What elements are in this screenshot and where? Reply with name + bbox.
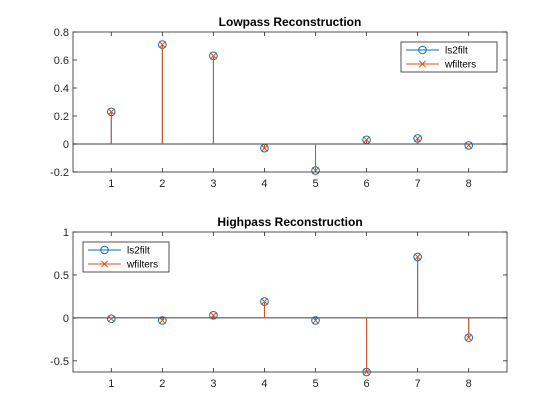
data-point-cross xyxy=(311,167,320,175)
x-tick-label: 8 xyxy=(466,378,472,390)
x-tick-label: 1 xyxy=(108,378,114,390)
legend-entry-label: wfilters xyxy=(126,260,158,271)
chart-1: Lowpass Reconstruction 1 2 3 4 5 6 7 8 -0.2 0 0.2 0.… xyxy=(50,15,508,190)
legend: ls2filt wfilters xyxy=(82,241,170,273)
data-point-cross xyxy=(363,368,371,376)
y-tick-label: -0.2 xyxy=(50,167,69,179)
data-point-cross xyxy=(414,134,422,142)
data-point-cross xyxy=(209,52,217,60)
data-point-cross xyxy=(260,298,269,306)
data-point-cross xyxy=(158,41,166,49)
data-point-cross xyxy=(363,136,371,144)
legend: ls2filt wfilters xyxy=(400,41,498,73)
x-tick-label: 3 xyxy=(210,378,216,390)
x-tick-label: 7 xyxy=(415,378,421,390)
y-tick-label: 0 xyxy=(63,313,69,325)
y-tick-label: 0.5 xyxy=(54,270,69,282)
x-tick-label: 6 xyxy=(364,178,370,190)
x-tick-label: 8 xyxy=(466,178,472,190)
x-tick-label: 3 xyxy=(210,178,216,190)
data-point-circle xyxy=(209,311,218,320)
y-tick-label: 0.2 xyxy=(54,111,69,123)
y-tick-label: 0.6 xyxy=(54,55,69,67)
data-point-cross xyxy=(209,311,217,319)
y-tick-label: 1 xyxy=(63,227,69,239)
y-tick-label: 0.8 xyxy=(54,27,69,39)
x-tick-label: 1 xyxy=(108,178,114,190)
legend-box xyxy=(400,41,498,73)
data-point-cross xyxy=(260,144,269,152)
data-point-cross xyxy=(158,316,166,325)
data-point-circle xyxy=(106,314,116,324)
y-tick-label: 0.4 xyxy=(54,83,69,95)
legend-marker-circle xyxy=(418,45,427,55)
legend-box xyxy=(82,241,170,273)
x-tick-label: 6 xyxy=(364,378,370,390)
legend-entry-label: ls2filt xyxy=(127,246,150,257)
data-point-cross xyxy=(107,108,115,116)
chart-2: Highpass Reconstruction 1 2 3 4 5 6 7 8 -0.5 0 0.5 1… xyxy=(50,215,508,390)
legend-marker-circle xyxy=(100,245,109,255)
y-tick-label: 0 xyxy=(63,139,69,151)
data-point-cross xyxy=(465,141,473,149)
chart-title: Lowpass Reconstruction xyxy=(219,15,362,29)
legend-entry-label: ls2filt xyxy=(445,46,468,57)
series-wfilters xyxy=(107,41,473,175)
data-point-cross xyxy=(465,334,473,342)
legend-marker-cross xyxy=(418,60,427,68)
chart-title: Highpass Reconstruction xyxy=(217,215,362,229)
data-point-circle xyxy=(158,316,167,325)
x-tick-label: 2 xyxy=(159,378,165,390)
x-tick-label: 5 xyxy=(312,378,318,390)
data-point-circle xyxy=(464,141,474,150)
data-point-cross xyxy=(107,315,115,323)
x-tick-label: 4 xyxy=(261,178,267,190)
data-point-cross xyxy=(414,253,422,261)
x-tick-label: 5 xyxy=(312,178,318,190)
legend-entry-label: wfilters xyxy=(444,60,476,71)
series-wfilters xyxy=(107,253,473,376)
y-tick-label: -0.5 xyxy=(50,356,69,368)
x-tick-label: 4 xyxy=(261,378,267,390)
data-point-cross xyxy=(311,316,320,325)
x-tick-label: 7 xyxy=(415,178,421,190)
x-tick-label: 2 xyxy=(159,178,165,190)
data-point-circle xyxy=(311,316,320,325)
legend-marker-cross xyxy=(100,260,109,268)
